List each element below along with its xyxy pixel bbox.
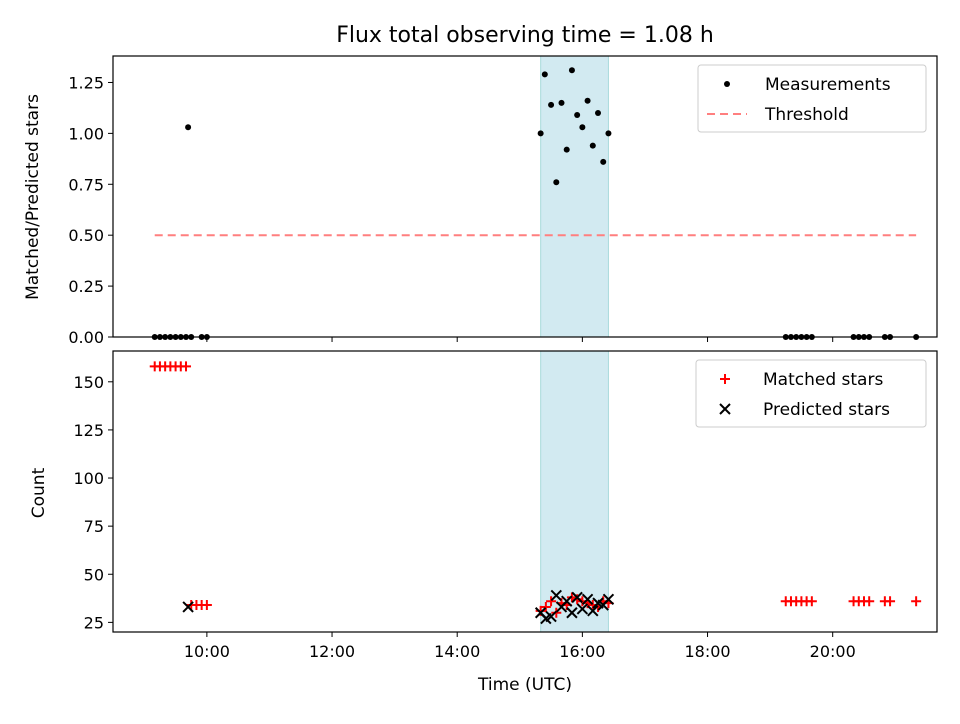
- x-tick-label: 16:00: [559, 642, 605, 661]
- data-point: [537, 130, 544, 137]
- top-legend: Measurements Threshold: [697, 64, 927, 133]
- data-point: [548, 101, 555, 108]
- data-point: [181, 361, 192, 372]
- x-tick-label: 10:00: [184, 642, 230, 661]
- bottom-panel: 10:00 12:00 14:00 16:00 18:00 20:00 25 50 75 100 1…: [73, 350, 938, 661]
- y-tick-label: 125: [73, 421, 104, 440]
- bottom-legend: Matched stars Predicted stars: [695, 359, 927, 428]
- y-tick-label: 50: [84, 565, 104, 584]
- data-point: [545, 610, 557, 623]
- data-point: [806, 596, 817, 607]
- bottom-series-predicted-stars: [182, 589, 615, 625]
- data-point: [541, 71, 548, 78]
- y-tick-label: 25: [84, 613, 104, 632]
- x-tick-label: 18:00: [684, 642, 730, 661]
- data-point: [605, 130, 612, 137]
- y-tick-label: 0.00: [68, 328, 104, 347]
- top-y-axis-label: Matched/Predicted stars: [23, 94, 43, 300]
- data-point: [864, 596, 875, 607]
- data-point: [550, 589, 562, 602]
- data-point: [589, 142, 596, 149]
- data-point: [540, 601, 551, 612]
- legend-dot-marker: [724, 81, 730, 87]
- data-point: [571, 591, 583, 604]
- top-highlight-span: [540, 55, 609, 338]
- legend-plus-marker: [720, 374, 730, 384]
- legend-label: Predicted stars: [763, 400, 890, 420]
- top-axes-frame: [112, 55, 938, 338]
- bottom-axes-frame: [112, 350, 938, 633]
- data-point: [558, 99, 565, 106]
- data-point: [584, 97, 591, 104]
- legend-label: Measurements: [765, 75, 891, 95]
- top-panel: 0.00 0.25 0.50 0.75 1.00 1.25 Measurements Thre…: [68, 55, 938, 347]
- y-tick-label: 0.25: [68, 277, 104, 296]
- data-point: [546, 596, 557, 607]
- data-point: [602, 593, 615, 605]
- data-point: [579, 124, 586, 131]
- data-point: [574, 112, 581, 119]
- legend-x-marker: [719, 403, 731, 415]
- data-point: [600, 158, 607, 165]
- y-tick-label: 1.00: [68, 124, 104, 143]
- data-point: [587, 605, 599, 617]
- x-tick-label: 20:00: [810, 642, 856, 661]
- data-point: [576, 603, 589, 615]
- legend-box: [695, 359, 927, 428]
- y-tick-label: 75: [84, 517, 104, 536]
- legend-box: [697, 64, 927, 133]
- data-point: [885, 596, 896, 607]
- x-tick-label: 14:00: [434, 642, 480, 661]
- data-point: [566, 607, 578, 619]
- data-point: [595, 110, 602, 117]
- y-tick-label: 0.50: [68, 226, 104, 245]
- data-point: [568, 67, 575, 74]
- bottom-highlight-span: [540, 350, 609, 633]
- y-tick-label: 0.75: [68, 175, 104, 194]
- y-tick-label: 100: [73, 469, 104, 488]
- x-tick-label: 12:00: [309, 642, 355, 661]
- data-point: [911, 596, 922, 607]
- legend-label: Matched stars: [763, 370, 883, 390]
- x-axis-label: Time (UTC): [477, 675, 572, 695]
- data-point: [561, 595, 573, 607]
- data-point: [201, 600, 212, 611]
- data-point: [182, 601, 194, 613]
- y-tick-label: 150: [73, 373, 104, 392]
- data-point: [185, 124, 192, 131]
- data-point: [563, 146, 570, 153]
- chart-title: Flux total observing time = 1.08 h: [336, 23, 714, 48]
- bottom-y-axis-label: Count: [29, 467, 49, 518]
- data-point: [553, 179, 560, 186]
- legend-label: Threshold: [764, 105, 849, 125]
- y-tick-label: 1.25: [68, 73, 104, 92]
- data-point: [581, 593, 594, 605]
